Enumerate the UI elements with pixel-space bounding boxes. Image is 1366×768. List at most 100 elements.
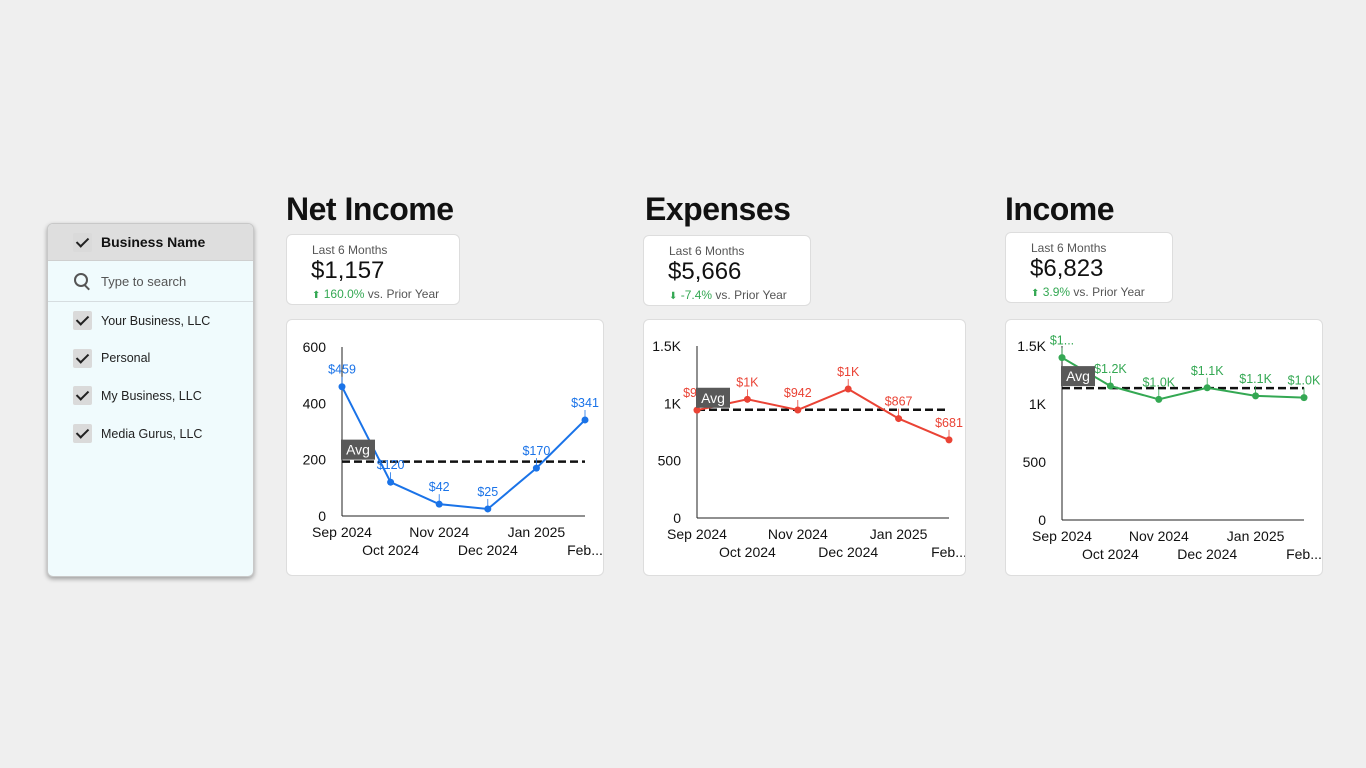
y-tick-label: 600: [303, 339, 327, 355]
net-income-scorecard: Last 6 Months $1,157 ⬆ 160.0% vs. Prior …: [286, 234, 460, 305]
filter-option-label: My Business, LLC: [101, 388, 202, 403]
data-label: $1...: [1050, 334, 1074, 348]
x-tick-label: Sep 2024: [1032, 528, 1092, 544]
filter-option-media-gurus[interactable]: Media Gurus, LLC: [48, 415, 253, 453]
x-tick-label: Sep 2024: [312, 524, 372, 540]
data-label: $42: [429, 480, 450, 494]
business-name-filter: Business Name Your Business, LLC Persona…: [47, 223, 254, 577]
data-point: [945, 436, 953, 444]
y-tick-label: 200: [303, 452, 327, 468]
x-tick-label: Oct 2024: [1082, 546, 1139, 562]
x-tick-label: Dec 2024: [1177, 546, 1237, 562]
data-label: $341: [571, 396, 599, 410]
x-tick-label: Dec 2024: [458, 542, 518, 558]
data-label: $1.2K: [1094, 362, 1127, 376]
filter-option-label: Personal: [101, 351, 151, 366]
data-label: $170: [522, 444, 550, 458]
x-tick-label: Nov 2024: [768, 526, 828, 542]
series-line: [696, 387, 950, 441]
kpi-delta-text: vs. Prior Year: [1070, 285, 1145, 299]
filter-option-my-business[interactable]: My Business, LLC: [48, 377, 253, 415]
data-label: $1.1K: [1239, 372, 1272, 386]
y-tick-label: 500: [1023, 454, 1047, 470]
checkbox[interactable]: [73, 424, 92, 444]
chart-svg: 0 500 1K 1.5K Sep 2024 Oct 2024 Nov 2024 Dec 20…: [1017, 334, 1322, 562]
avg-badge: [696, 387, 730, 408]
kpi-value: $1,157: [311, 257, 385, 284]
x-tick-label: Nov 2024: [409, 524, 469, 540]
x-tick-label: Feb...: [1286, 546, 1322, 562]
avg-label: Avg: [701, 390, 725, 406]
y-tick-label: 1K: [1029, 396, 1047, 412]
x-tick-label: Oct 2024: [362, 542, 419, 558]
filter-search: [48, 261, 253, 302]
down-arrow-icon: ⬇: [669, 291, 678, 302]
search-input[interactable]: [101, 273, 241, 289]
avg-badge: [341, 439, 375, 460]
x-tick-label: Jan 2025: [508, 524, 566, 540]
kpi-delta-text: vs. Prior Year: [364, 287, 440, 301]
data-label: $25: [477, 485, 498, 499]
data-point: [581, 416, 589, 424]
avg-label: Avg: [346, 442, 370, 458]
avg-label: Avg: [1066, 368, 1090, 384]
filter-option-your-business[interactable]: Your Business, LLC: [48, 302, 253, 340]
x-tick-label: Feb...: [931, 544, 966, 560]
data-point: [387, 478, 395, 486]
y-tick-label: 400: [303, 395, 327, 411]
x-tick-label: Nov 2024: [1129, 528, 1189, 544]
data-label: $459: [328, 363, 356, 377]
data-label: $120: [377, 458, 405, 472]
kpi-delta: ⬆ 3.9% vs. Prior Year: [1031, 285, 1145, 299]
y-tick-label: 500: [658, 453, 682, 469]
chart-svg: 0 500 1K 1.5K Sep 2024 Oct 2024 Nov 2024 Dec 20…: [652, 338, 966, 560]
data-label: $681: [935, 416, 963, 430]
checkbox[interactable]: [73, 311, 92, 331]
kpi-label: Last 6 Months: [669, 244, 745, 258]
kpi-delta-pct: 160.0%: [323, 287, 365, 301]
y-tick-label: 1K: [664, 395, 682, 411]
data-label: $1.0K: [1288, 374, 1321, 388]
kpi-label: Last 6 Months: [312, 243, 388, 257]
filter-option-personal[interactable]: Personal: [48, 340, 253, 378]
data-point: [1155, 395, 1163, 403]
data-point: [338, 383, 346, 391]
y-tick-label: 0: [1038, 512, 1046, 528]
data-point: [1252, 392, 1260, 400]
kpi-delta-pct: -7.4%: [680, 288, 713, 302]
x-tick-label: Jan 2025: [870, 526, 928, 542]
data-point: [484, 505, 492, 513]
data-label: $867: [885, 395, 913, 409]
income-chart: 0 500 1K 1.5K Sep 2024 Oct 2024 Nov 2024 Dec 20…: [1005, 319, 1323, 576]
checkbox[interactable]: [73, 386, 92, 406]
select-all-checkbox[interactable]: [73, 232, 92, 252]
data-point: [532, 464, 540, 472]
series-line: [1061, 356, 1305, 401]
kpi-delta-text: vs. Prior Year: [712, 288, 787, 302]
data-point: [794, 406, 802, 414]
net-income-chart: 0 200 400 600 Sep 2024 Oct 2024 Nov 2024 Dec 20…: [286, 319, 604, 576]
filter-option-label: Your Business, LLC: [101, 313, 211, 328]
kpi-delta-pct: 3.9%: [1042, 285, 1071, 299]
data-label: $1.1K: [1191, 364, 1224, 378]
filter-header[interactable]: Business Name: [48, 224, 253, 261]
y-tick-label: 0: [318, 508, 326, 524]
x-tick-label: Dec 2024: [818, 544, 878, 560]
x-tick-label: Feb...: [567, 542, 603, 558]
filter-option-label: Media Gurus, LLC: [101, 426, 203, 441]
data-point: [435, 500, 443, 508]
data-label: $1K: [837, 365, 860, 379]
x-tick-label: Jan 2025: [1227, 528, 1285, 544]
data-point: [693, 406, 701, 414]
chart-svg: 0 200 400 600 Sep 2024 Oct 2024 Nov 2024 Dec 20…: [303, 339, 603, 558]
kpi-delta: ⬇ -7.4% vs. Prior Year: [669, 288, 787, 302]
kpi-delta: ⬆ 160.0% vs. Prior Year: [312, 287, 439, 301]
series-line: [341, 386, 586, 510]
kpi-value: $6,823: [1030, 255, 1104, 282]
checkbox[interactable]: [73, 348, 92, 368]
data-point: [895, 415, 903, 423]
expenses-title: Expenses: [645, 191, 791, 227]
data-point: [1203, 384, 1211, 392]
expenses-scorecard: Last 6 Months $5,666 ⬇ -7.4% vs. Prior Y…: [643, 235, 811, 306]
data-point: [743, 395, 751, 403]
